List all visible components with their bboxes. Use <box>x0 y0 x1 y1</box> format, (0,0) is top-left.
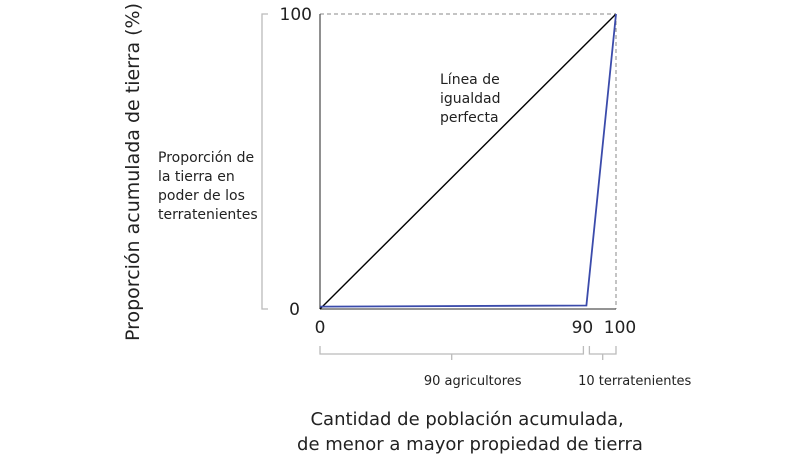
y-tick-label-100: 100 <box>280 5 312 25</box>
x-axis-label: Cantidad de población acumulada, de meno… <box>297 409 643 455</box>
landowner-share-annotation: Proporción de la tierra en poder de los … <box>158 150 259 223</box>
x-tick-label-90: 90 <box>572 318 594 338</box>
landowner-share-line-2: la tierra en <box>158 169 235 185</box>
x-tick-label-100: 100 <box>604 318 636 338</box>
landowner-share-line-4: terratenientes <box>158 207 258 223</box>
farmers-brace <box>319 346 585 360</box>
x-tick-label-0: 0 <box>315 318 326 338</box>
equality-annotation-line-1: Línea de <box>440 72 500 88</box>
lorenz-curve <box>319 13 617 308</box>
equality-annotation-line-3: perfecta <box>440 110 499 126</box>
landowners-group-label: 10 terratenientes <box>578 374 691 389</box>
landowners-brace <box>588 346 617 360</box>
y-tick-label-0: 0 <box>289 300 300 320</box>
landowner-share-line-3: poder de los <box>158 188 245 204</box>
landowner-share-line-1: Proporción de <box>158 150 254 166</box>
equality-annotation-line-2: igualdad <box>440 91 500 107</box>
farmers-group-label: 90 agricultores <box>424 374 522 389</box>
equality-line-annotation: Línea de igualdad perfecta <box>440 72 505 126</box>
x-axis-label-line-2: de menor a mayor propiedad de tierra <box>297 434 643 455</box>
land-share-bracket <box>261 13 268 310</box>
y-axis-label: Proporción acumulada de tierra (%) <box>122 3 144 341</box>
x-axis-label-line-1: Cantidad de población acumulada, <box>310 409 623 430</box>
equality-line <box>319 13 617 310</box>
